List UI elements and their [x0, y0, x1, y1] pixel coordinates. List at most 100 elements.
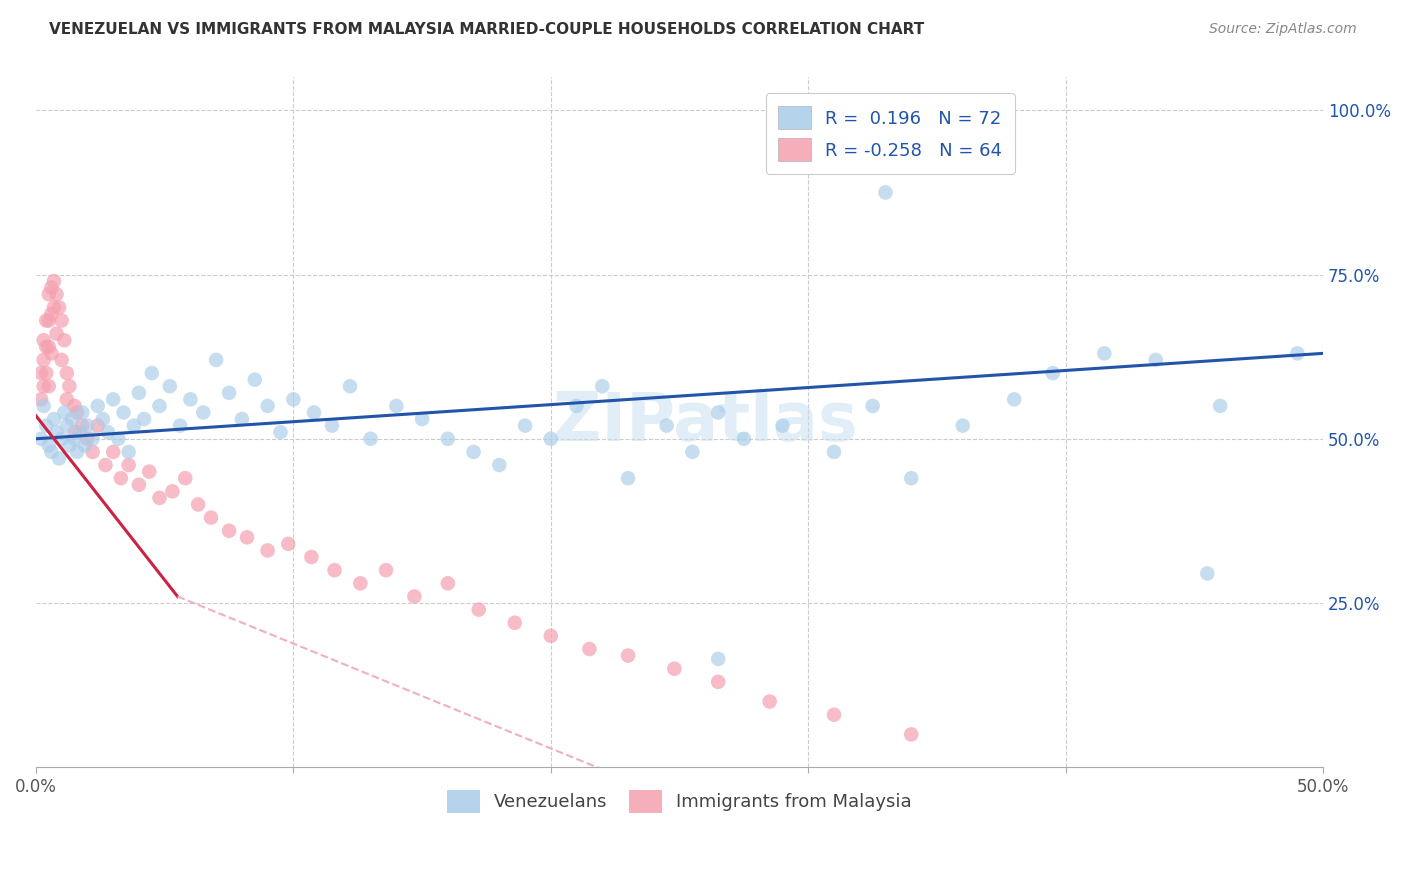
Point — [503, 615, 526, 630]
Point — [101, 392, 124, 407]
Point — [35, 313, 58, 327]
Point — [58, 379, 80, 393]
Point — [128, 477, 150, 491]
Point — [91, 412, 114, 426]
Point — [578, 642, 600, 657]
Point — [875, 186, 897, 200]
Point — [56, 392, 79, 407]
Point — [823, 707, 845, 722]
Point — [32, 399, 55, 413]
Point — [349, 576, 371, 591]
Point — [162, 484, 184, 499]
Point — [42, 412, 65, 426]
Point — [540, 432, 562, 446]
Point — [69, 425, 91, 440]
Point — [174, 471, 197, 485]
Point — [411, 412, 433, 426]
Point — [1197, 566, 1219, 581]
Point — [107, 432, 129, 446]
Point — [591, 379, 613, 393]
Point — [1092, 346, 1115, 360]
Point — [617, 471, 640, 485]
Point — [117, 445, 139, 459]
Point — [138, 465, 160, 479]
Point — [467, 602, 489, 616]
Point — [110, 471, 132, 485]
Point — [200, 510, 222, 524]
Point — [63, 432, 86, 446]
Point — [205, 353, 228, 368]
Point — [38, 313, 60, 327]
Point — [565, 399, 588, 413]
Point — [38, 379, 60, 393]
Point — [681, 445, 703, 459]
Point — [1209, 399, 1232, 413]
Point — [463, 445, 485, 459]
Point — [41, 281, 63, 295]
Point — [617, 648, 640, 663]
Point — [323, 563, 346, 577]
Point — [1002, 392, 1025, 407]
Point — [1144, 353, 1167, 368]
Point — [42, 274, 65, 288]
Point — [48, 301, 70, 315]
Point — [63, 425, 86, 440]
Point — [128, 385, 150, 400]
Point — [169, 418, 191, 433]
Point — [51, 353, 73, 368]
Point — [45, 326, 67, 341]
Point — [321, 418, 343, 433]
Point — [66, 405, 89, 419]
Point — [30, 366, 52, 380]
Legend: Venezuelans, Immigrants from Malaysia: Venezuelans, Immigrants from Malaysia — [436, 779, 922, 824]
Point — [42, 301, 65, 315]
Point — [159, 379, 181, 393]
Point — [60, 412, 83, 426]
Point — [339, 379, 361, 393]
Point — [35, 418, 58, 433]
Point — [45, 425, 67, 440]
Point — [270, 425, 292, 440]
Point — [256, 543, 278, 558]
Point — [41, 445, 63, 459]
Point — [513, 418, 536, 433]
Point — [236, 530, 259, 544]
Point — [141, 366, 163, 380]
Point — [101, 445, 124, 459]
Point — [132, 412, 155, 426]
Point — [51, 313, 73, 327]
Point — [82, 432, 104, 446]
Point — [56, 366, 79, 380]
Point — [30, 432, 52, 446]
Point — [404, 590, 426, 604]
Point — [82, 445, 104, 459]
Point — [900, 727, 922, 741]
Point — [707, 405, 730, 419]
Point — [299, 549, 322, 564]
Point — [772, 418, 794, 433]
Point — [437, 432, 460, 446]
Point — [148, 399, 170, 413]
Point — [41, 346, 63, 360]
Point — [56, 418, 79, 433]
Point — [32, 379, 55, 393]
Point — [488, 458, 510, 472]
Point — [72, 405, 94, 419]
Point — [360, 432, 382, 446]
Point — [193, 405, 215, 419]
Point — [375, 563, 398, 577]
Point — [243, 373, 266, 387]
Point — [30, 392, 52, 407]
Point — [66, 445, 89, 459]
Point — [117, 458, 139, 472]
Point — [87, 399, 110, 413]
Point — [277, 537, 299, 551]
Point — [38, 287, 60, 301]
Point — [231, 412, 253, 426]
Point — [733, 432, 755, 446]
Point — [218, 524, 240, 538]
Point — [87, 418, 110, 433]
Point — [73, 438, 96, 452]
Point — [35, 340, 58, 354]
Point — [32, 333, 55, 347]
